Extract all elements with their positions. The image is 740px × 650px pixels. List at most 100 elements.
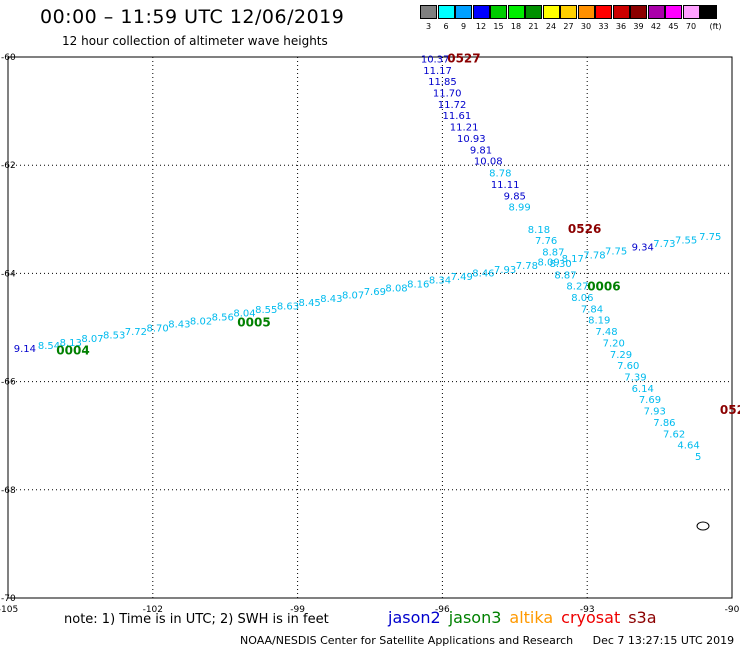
legend-label: 27 [563,22,574,31]
wave-height-label: 7.69 [639,395,661,406]
wave-height-label: 8.04 [233,309,255,320]
satellite-legend: jason2 jason3 altika cryosat s3a [388,608,665,627]
lon-tick-label: -93 [580,605,595,615]
legend-swatch [577,5,595,19]
lat-tick-label: -66 [1,378,16,388]
wave-height-label: 8.06 [571,293,593,304]
wave-height-label: 11.11 [491,180,520,191]
wave-height-label: 11.85 [428,77,457,88]
wave-height-label: 7.20 [603,338,625,349]
wave-height-label: 4.64 [677,441,699,452]
time-marker: 0526 [568,222,601,236]
legend-swatch [647,5,665,19]
wave-height-label: 7.49 [451,272,473,283]
wave-height-label: 7.39 [624,373,646,384]
legend-label: 6 [443,22,449,31]
wave-height-label: 8.07 [81,334,103,345]
legend-label: 30 [580,22,592,31]
wave-height-label: 7.93 [494,265,516,276]
legend-label: 33 [598,22,609,31]
lat-tick-label: -60 [1,53,16,63]
chart-title: 00:00 – 11:59 UTC 12/06/2019 [40,6,345,28]
legend-label: 21 [528,22,539,31]
lat-tick-label: -68 [1,486,16,496]
satellite-jason3: jason3 [448,608,502,627]
legend-label: 18 [510,22,522,31]
wave-height-label: 8.53 [103,330,125,341]
lon-tick-label: -90 [725,605,740,615]
lat-tick-label: -70 [1,594,16,604]
legend-label: 70 [685,22,697,31]
wave-height-label: 8.54 [38,341,60,352]
wave-height-label: 7.78 [516,261,538,272]
wave-height-label: 9.81 [470,145,492,156]
lat-tick-label: -62 [1,161,16,171]
footer-credit: NOAA/NESDIS Center for Satellite Applica… [240,634,734,647]
wave-height-label: 7.75 [699,232,721,243]
wave-height-label: 8.55 [255,305,277,316]
wave-height-label: 10.93 [457,134,486,145]
legend-swatch [542,5,560,19]
wave-height-label: 8.13 [60,338,82,349]
legend-swatch [560,5,577,19]
satellite-altika: altika [509,608,554,627]
wave-height-label: 8.87 [542,248,564,259]
wave-height-label: 7.76 [535,236,557,247]
wave-height-label: 8.08 [385,283,407,294]
wave-height-label: 10.37 [421,54,450,65]
wave-height-label: 7.93 [644,407,666,418]
legend-label: 42 [650,22,662,31]
legend-label: 24 [545,22,557,31]
wave-height-label: 9.14 [14,344,36,355]
wave-height-label: 8.19 [588,316,610,327]
wave-height-label: 8.27 [566,282,588,293]
wave-height-label: 7.84 [581,304,603,315]
legend-label: 12 [475,22,487,31]
lon-tick-label: -102 [143,605,163,615]
wave-height-label: 8.18 [528,225,550,236]
legend-swatch [490,5,507,19]
wave-height-label: 8.43 [320,294,342,305]
wave-height-label: 8.17 [562,254,584,265]
map-frame [7,56,733,599]
wave-height-label: 8.99 [508,203,530,214]
wave-height-label: 8.09 [537,257,559,268]
wave-height-label: 8.87 [554,270,576,281]
wave-height-label: 7.86 [653,418,675,429]
wave-height-label: 8.70 [146,323,168,334]
legend-swatch [420,5,437,19]
wave-height-label: 8.43 [168,320,190,331]
satellite-cryosat: cryosat [561,608,621,627]
time-marker: 0004 [56,344,89,358]
wave-height-label: 7.75 [605,246,627,257]
time-marker: 0006 [587,280,620,294]
wave-height-label: 11.61 [443,111,472,122]
wave-height-label: 10.08 [474,157,503,168]
legend-swatch [595,5,612,19]
lon-tick-label: -99 [290,605,305,615]
satellite-s3a: s3a [628,608,657,627]
island-outline [696,521,710,531]
lon-tick-label: -96 [435,605,450,615]
wave-height-label: 8.30 [550,259,572,270]
wave-height-label: 9.85 [504,191,526,202]
footer-note: note: 1) Time is in UTC; 2) SWH is in fe… [64,612,329,627]
wave-height-label: 11.21 [450,123,479,134]
wave-height-label: 8.78 [489,169,511,180]
wave-height-label: 8.02 [190,316,212,327]
wave-height-label: 11.17 [423,66,452,77]
credit-text: NOAA/NESDIS Center for Satellite Applica… [240,634,574,647]
legend-swatch [630,5,647,19]
timestamp-text: Dec 7 13:27:15 UTC 2019 [592,634,735,647]
wave-height-label: 7.60 [617,361,639,372]
time-marker: 0527 [447,51,480,65]
wave-height-label: 11.72 [438,100,467,111]
legend-swatch [455,5,472,19]
wave-height-label: 8.16 [407,279,429,290]
wave-height-label: 8.56 [212,312,234,323]
wave-height-label: 8.46 [472,269,494,280]
wave-height-label: 9.34 [632,243,654,254]
wave-height-label: 7.55 [675,236,697,247]
wave-height-label: 7.73 [653,239,675,250]
